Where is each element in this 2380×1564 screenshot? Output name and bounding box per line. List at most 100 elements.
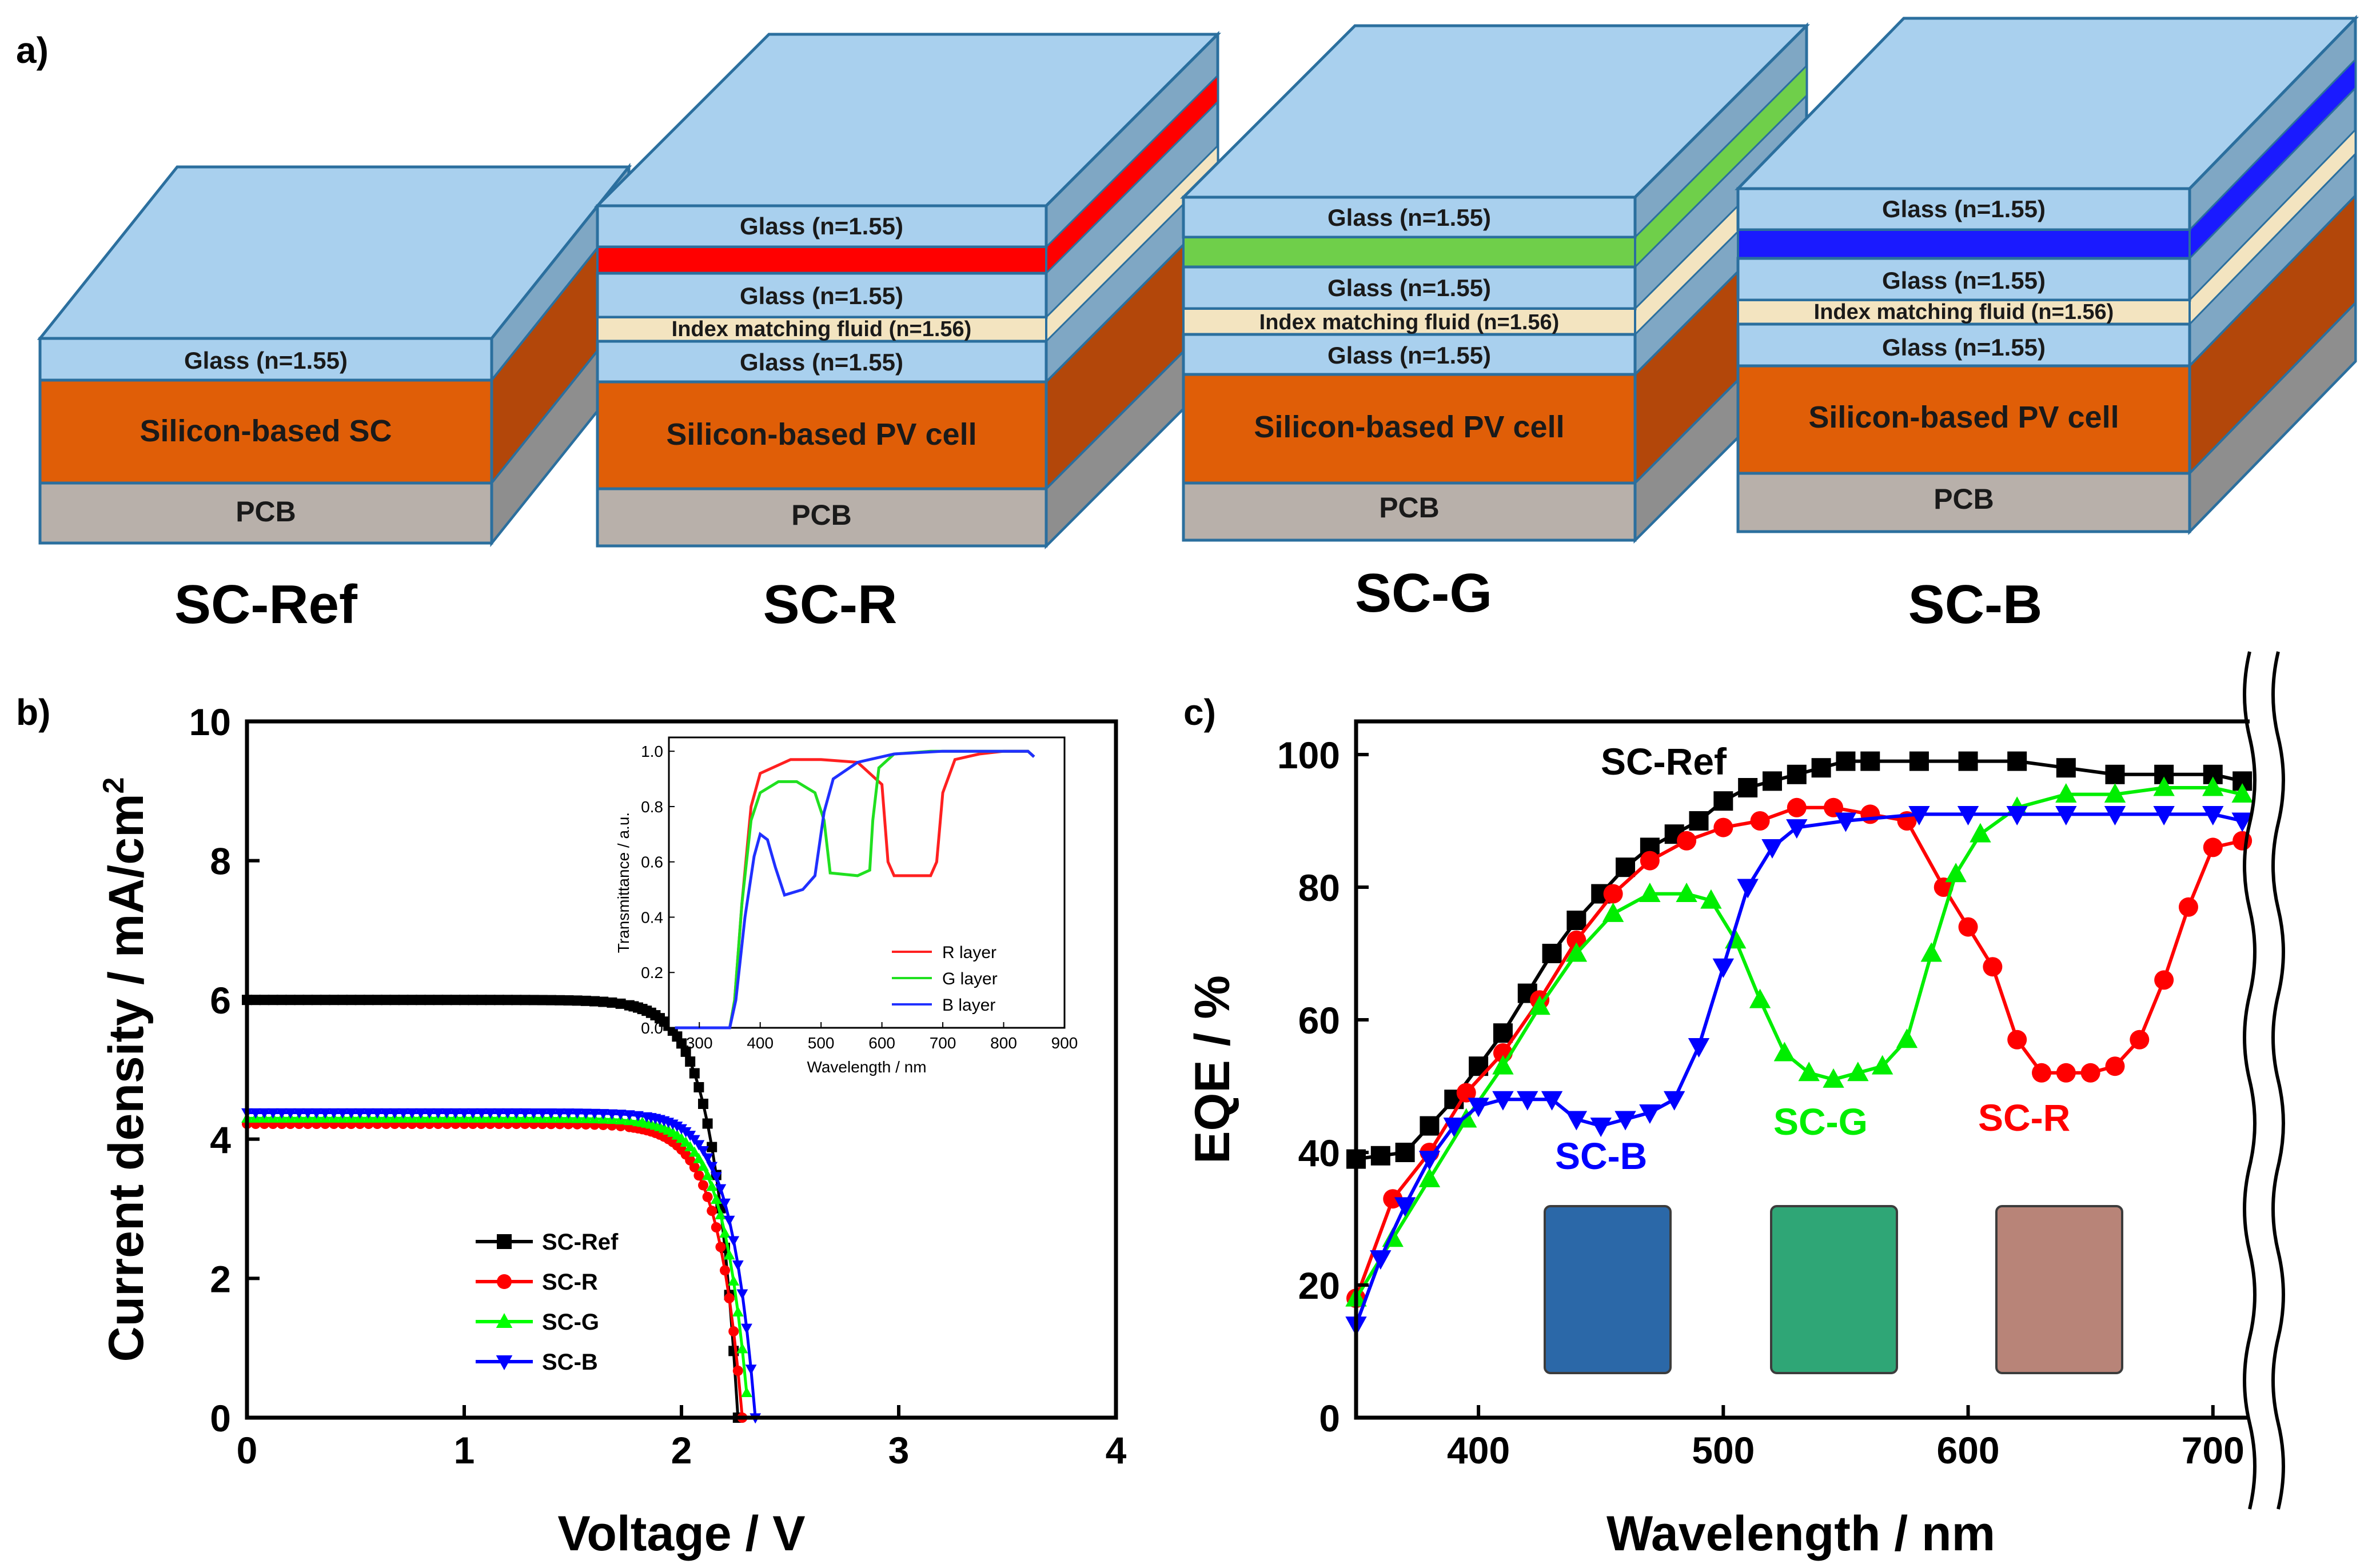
eqe-data-point: [1493, 1023, 1513, 1043]
stack-sc-r: Glass (n=1.55) Glass (n=1.55) Index matc…: [593, 30, 1222, 635]
eqe-data-point: [2231, 812, 2253, 832]
jv-data-point: [380, 1108, 392, 1119]
inset-y-tick-label: 0.2: [641, 964, 663, 982]
jv-data-point: [293, 1108, 305, 1119]
jv-data-point: [537, 995, 548, 1006]
eqe-x-tick-label: 700: [2182, 1429, 2245, 1471]
jv-data-point: [467, 1108, 479, 1119]
eqe-ticks: 400 500 600 700 0 20 40 60 80 100: [1277, 734, 2245, 1471]
jv-data-point: [623, 1110, 635, 1121]
jv-data-point: [259, 995, 270, 1006]
eqe-data-point: [1958, 751, 1978, 771]
jv-data-point: [268, 995, 278, 1006]
jv-data-point: [702, 1118, 713, 1129]
eqe-data-point: [1933, 877, 1954, 897]
jv-y-axis-title: Current density / mA/cm2: [97, 777, 154, 1362]
jv-data-point: [745, 1364, 757, 1375]
eqe-data-point: [1529, 995, 1550, 1015]
eqe-data-point: [1871, 1055, 1893, 1075]
jv-data-point: [389, 995, 400, 1006]
pcb-label: PCB: [1379, 492, 1440, 524]
stack-sc-ref: Glass (n=1.55) Silicon-based SC PCB SC-R…: [37, 162, 632, 635]
glass-label: Glass (n=1.55): [184, 347, 348, 374]
jv-data-point: [433, 995, 444, 1006]
jv-data-point: [741, 1323, 752, 1334]
eqe-data-point: [1896, 1028, 1918, 1048]
jv-data-point: [724, 1293, 735, 1304]
filter-layer: [1182, 236, 1636, 268]
eqe-data-point: [1712, 958, 1735, 978]
eqe-x-tick-label: 600: [1936, 1429, 1999, 1471]
eqe-data-point: [2105, 1056, 2125, 1076]
eqe-data-point: [1860, 804, 1880, 824]
jv-data-point: [459, 995, 469, 1006]
inset-y-tick-label: 0.6: [641, 853, 663, 871]
stack-name: SC-R: [763, 574, 898, 635]
eqe-y-tick-label: 60: [1298, 999, 1340, 1042]
jv-data-point: [702, 1191, 713, 1202]
jv-data-point: [362, 1108, 374, 1119]
eqe-data-point: [1798, 1062, 1820, 1082]
cell-layer: [596, 380, 1048, 490]
jv-data-point: [615, 1110, 627, 1120]
jv-data-point: [715, 1242, 726, 1252]
eqe-label-sc-g: SC-G: [1773, 1100, 1868, 1143]
eqe-data-point: [1860, 751, 1880, 771]
jv-data-point: [684, 1140, 696, 1151]
jv-data-point: [406, 995, 417, 1006]
eqe-data-point: [1603, 884, 1623, 904]
jv-data-point: [688, 1146, 700, 1157]
jv-data-point: [372, 1108, 383, 1119]
jv-data-point: [706, 1180, 718, 1191]
jv-data-point: [398, 995, 409, 1006]
eqe-data-point: [2130, 1030, 2150, 1050]
jv-data-point: [285, 1108, 296, 1119]
inset-x-tick-label: 300: [686, 1034, 713, 1052]
eqe-data-point: [1565, 1111, 1588, 1131]
eqe-data-point: [1492, 1055, 1514, 1075]
inset-x-axis-title: Wavelength / nm: [807, 1058, 926, 1076]
jv-series-line: [247, 1122, 744, 1418]
jv-data-point: [732, 1260, 744, 1271]
jv-data-point: [415, 1108, 426, 1119]
eqe-data-point: [1616, 857, 1636, 877]
jv-data-point: [571, 1108, 583, 1119]
glass-layer-mid: [1736, 257, 2191, 302]
eqe-data-point: [1738, 778, 1758, 797]
jv-data-point: [554, 1108, 566, 1119]
eqe-y-tick-label: 40: [1298, 1132, 1340, 1174]
eqe-data-point: [1565, 942, 1588, 962]
jv-data-point: [476, 995, 487, 1006]
jv-ticks: 0 1 2 3 4 0 2 4 6 8 10: [189, 701, 1127, 1471]
eqe-data-point: [2231, 783, 2253, 803]
jv-data-point: [406, 1108, 418, 1119]
eqe-data-point: [1418, 1167, 1441, 1187]
jv-data-point: [580, 1108, 592, 1119]
jv-data-point: [528, 995, 539, 1006]
eqe-data-point: [1614, 1111, 1636, 1131]
cell-layer: [1736, 364, 2191, 475]
inset-x-tick-label: 500: [808, 1034, 835, 1052]
eqe-data-point: [1468, 1098, 1489, 1118]
jv-data-point: [680, 1046, 691, 1057]
jv-data-point: [536, 1108, 548, 1119]
cell-label: Silicon-based PV cell: [1254, 410, 1564, 444]
glass-mid-label: Glass (n=1.55): [1882, 267, 2046, 294]
jv-data-point: [607, 997, 617, 1008]
eqe-data-point: [1541, 1091, 1563, 1111]
eqe-data-point: [2104, 805, 2126, 825]
eqe-x-tick-label: 400: [1447, 1429, 1510, 1471]
jv-data-point: [707, 1142, 717, 1152]
jv-data-point: [354, 995, 365, 1006]
jv-data-point: [555, 995, 565, 1006]
eqe-data-point: [1786, 819, 1808, 839]
jv-legend-marker: [497, 1234, 512, 1249]
jv-data-point: [520, 995, 531, 1006]
jv-data-point: [320, 995, 330, 1006]
eqe-data-point: [1602, 902, 1624, 922]
jv-x-tick-label: 3: [888, 1429, 910, 1471]
jv-data-point: [528, 1108, 540, 1119]
filter-layer: [596, 246, 1047, 274]
pcb-layer: [1736, 472, 2191, 533]
eqe-data-point: [2055, 805, 2077, 825]
